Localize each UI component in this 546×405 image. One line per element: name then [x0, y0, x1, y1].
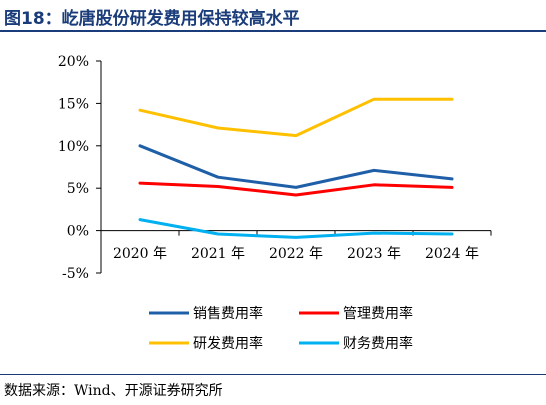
- legend-item: 销售费用率: [149, 305, 263, 322]
- legend-item: 管理费用率: [299, 305, 413, 322]
- y-tick-label: 5%: [67, 181, 89, 197]
- y-tick-label: -5%: [62, 266, 89, 282]
- chart-axes: [96, 60, 492, 274]
- x-tick-label: 2024 年: [425, 246, 479, 262]
- x-tick-label: 2021 年: [191, 246, 245, 262]
- legend-label: 管理费用率: [343, 305, 413, 322]
- y-tick-labels: 20% 15% 10% 5% 0% -5%: [58, 54, 89, 282]
- source-note: 数据来源：Wind、开源证券研究所: [4, 383, 223, 399]
- y-tick-label: 0%: [67, 224, 89, 240]
- series-line: [138, 181, 454, 197]
- x-tick-label: 2022 年: [269, 246, 323, 262]
- series-line: [138, 97, 454, 138]
- x-tick-label: 2020 年: [113, 246, 167, 262]
- series-lines: [138, 97, 454, 239]
- series-line: [138, 218, 454, 239]
- series-line: [138, 144, 454, 189]
- legend-label: 销售费用率: [193, 305, 263, 322]
- legend-item: 财务费用率: [299, 335, 413, 352]
- legend-item: 研发费用率: [149, 335, 263, 352]
- y-tick-label: 10%: [58, 139, 89, 155]
- x-tick-labels: 2020 年 2021 年 2022 年 2023 年 2024 年: [113, 246, 479, 262]
- y-tick-label: 20%: [58, 54, 89, 70]
- title-rule: [0, 30, 546, 32]
- source-rule: [0, 374, 546, 375]
- legend-label: 研发费用率: [193, 335, 263, 352]
- y-tick-label: 15%: [58, 96, 89, 112]
- figure-title: 图18：屹唐股份研发费用保持较高水平: [4, 9, 300, 29]
- line-chart: 20% 15% 10% 5% 0% -5% 2020 年 2021 年 2022 年 2023 …: [58, 54, 492, 352]
- x-tick-label: 2023 年: [347, 246, 401, 262]
- legend-label: 财务费用率: [343, 335, 413, 352]
